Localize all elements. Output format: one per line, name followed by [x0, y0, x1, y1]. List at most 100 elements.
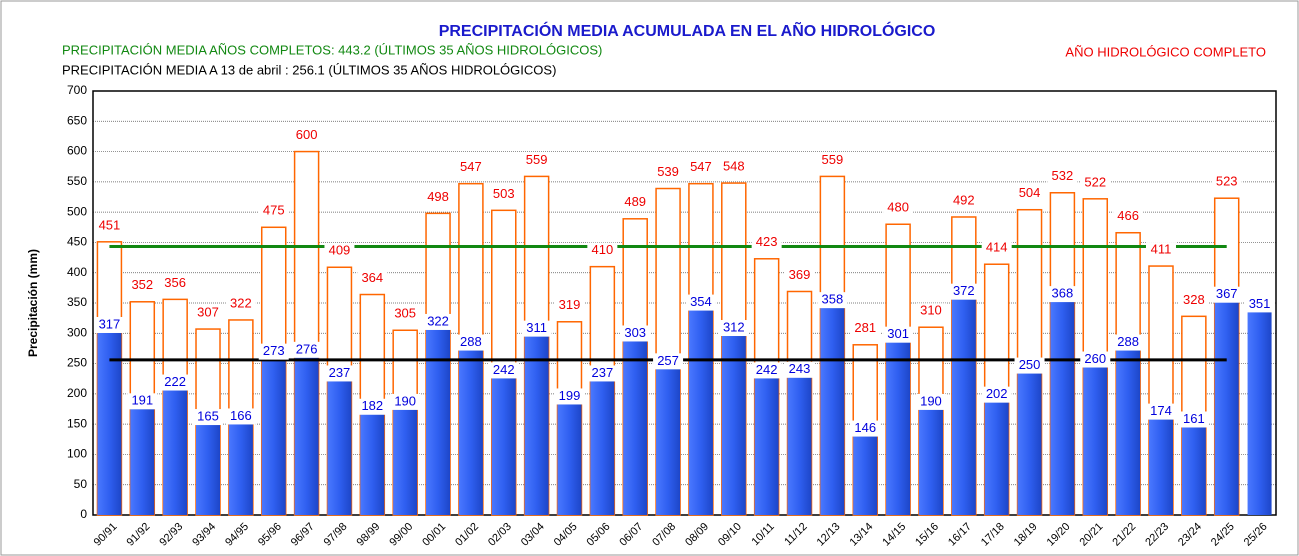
data-label-bg — [324, 243, 355, 260]
bar — [1050, 292, 1075, 515]
bar — [458, 340, 483, 515]
data-label-bg — [258, 343, 289, 360]
data-label: 190 — [920, 393, 942, 408]
data-label: 281 — [854, 320, 876, 335]
data-label-bg — [1047, 168, 1078, 185]
data-label-bg — [817, 152, 848, 169]
data-label: 307 — [197, 304, 219, 319]
data-label: 273 — [263, 343, 285, 358]
data-label-bg — [1145, 242, 1176, 259]
data-label-bg — [1113, 334, 1144, 351]
bar — [656, 359, 681, 515]
data-label-bg — [948, 192, 979, 209]
data-label: 547 — [690, 159, 712, 174]
data-label: 301 — [887, 326, 909, 341]
data-label-bg — [193, 305, 224, 322]
data-label-bg — [521, 320, 552, 337]
data-label: 322 — [230, 295, 252, 310]
data-label: 367 — [1216, 286, 1238, 301]
data-label: 182 — [361, 398, 383, 413]
data-label-bg — [160, 374, 191, 391]
bar — [294, 347, 319, 515]
data-label: 312 — [723, 319, 745, 334]
data-label-bg — [1014, 357, 1045, 374]
y-tick-label: 300 — [67, 325, 87, 339]
bar — [557, 394, 582, 515]
data-label: 372 — [953, 283, 975, 298]
data-label-bg — [423, 189, 454, 206]
data-label-bg — [784, 361, 815, 378]
data-label: 305 — [394, 306, 416, 321]
bar — [787, 367, 812, 515]
data-label-bg — [1080, 174, 1111, 191]
bar — [426, 319, 451, 515]
bar — [1214, 292, 1239, 515]
data-label: 547 — [460, 159, 482, 174]
bar — [393, 399, 418, 515]
data-label: 257 — [657, 353, 679, 368]
bar — [820, 298, 845, 515]
data-label: 190 — [394, 393, 416, 408]
bar — [524, 326, 549, 515]
data-label: 451 — [99, 217, 121, 232]
y-tick-label: 150 — [67, 416, 87, 430]
data-label: 288 — [1117, 334, 1139, 349]
data-label-bg — [1047, 286, 1078, 303]
bar — [196, 415, 221, 515]
data-label-bg — [324, 365, 355, 382]
data-label-bg — [751, 362, 782, 379]
data-label: 523 — [1216, 174, 1238, 189]
bar — [1116, 340, 1141, 515]
data-label: 504 — [1019, 185, 1041, 200]
data-label-bg — [587, 365, 618, 382]
bar — [918, 399, 943, 515]
data-label-bg — [653, 164, 684, 181]
data-label: 288 — [460, 334, 482, 349]
data-label: 409 — [329, 243, 351, 258]
data-label: 503 — [493, 186, 515, 201]
y-tick-label: 650 — [67, 113, 87, 127]
data-label-bg — [357, 398, 388, 415]
data-label: 161 — [1183, 411, 1205, 426]
data-label-bg — [685, 294, 716, 311]
data-label-bg — [850, 320, 881, 337]
bar — [1247, 302, 1272, 515]
data-label-bg — [1244, 296, 1275, 313]
data-label-bg — [915, 303, 946, 320]
data-label-bg — [455, 159, 486, 176]
bar — [688, 300, 713, 515]
data-label-bg — [915, 393, 946, 410]
data-label: 237 — [329, 365, 351, 380]
bar — [261, 349, 286, 515]
bar — [721, 326, 746, 515]
data-label-bg — [94, 316, 125, 333]
bar — [853, 426, 878, 515]
data-label-bg — [1211, 174, 1242, 191]
bar — [1083, 357, 1108, 515]
data-label: 559 — [822, 152, 844, 167]
y-tick-label: 600 — [67, 144, 87, 158]
y-tick-label: 0 — [80, 507, 87, 521]
data-label: 242 — [493, 362, 515, 377]
y-tick-label: 700 — [67, 83, 87, 97]
subtitle: PRECIPITACIÓN MEDIA A 13 de abril : 256.… — [62, 62, 556, 77]
data-label: 356 — [164, 275, 186, 290]
bar — [623, 331, 648, 515]
data-label-bg — [1080, 351, 1111, 368]
data-label-bg — [883, 326, 914, 343]
y-tick-label: 500 — [67, 204, 87, 218]
data-label: 243 — [789, 361, 811, 376]
data-label: 532 — [1052, 168, 1074, 183]
bar — [163, 380, 188, 515]
data-label-bg — [390, 306, 421, 323]
bar — [491, 368, 516, 515]
data-label-bg — [390, 393, 421, 410]
bar — [984, 392, 1009, 515]
bar — [1181, 417, 1206, 515]
bar — [228, 414, 253, 515]
data-label-bg — [455, 334, 486, 351]
data-label: 250 — [1019, 357, 1041, 372]
chart-title: PRECIPITACIÓN MEDIA ACUMULADA EN EL AÑO … — [439, 20, 936, 40]
data-label: 489 — [624, 194, 646, 209]
